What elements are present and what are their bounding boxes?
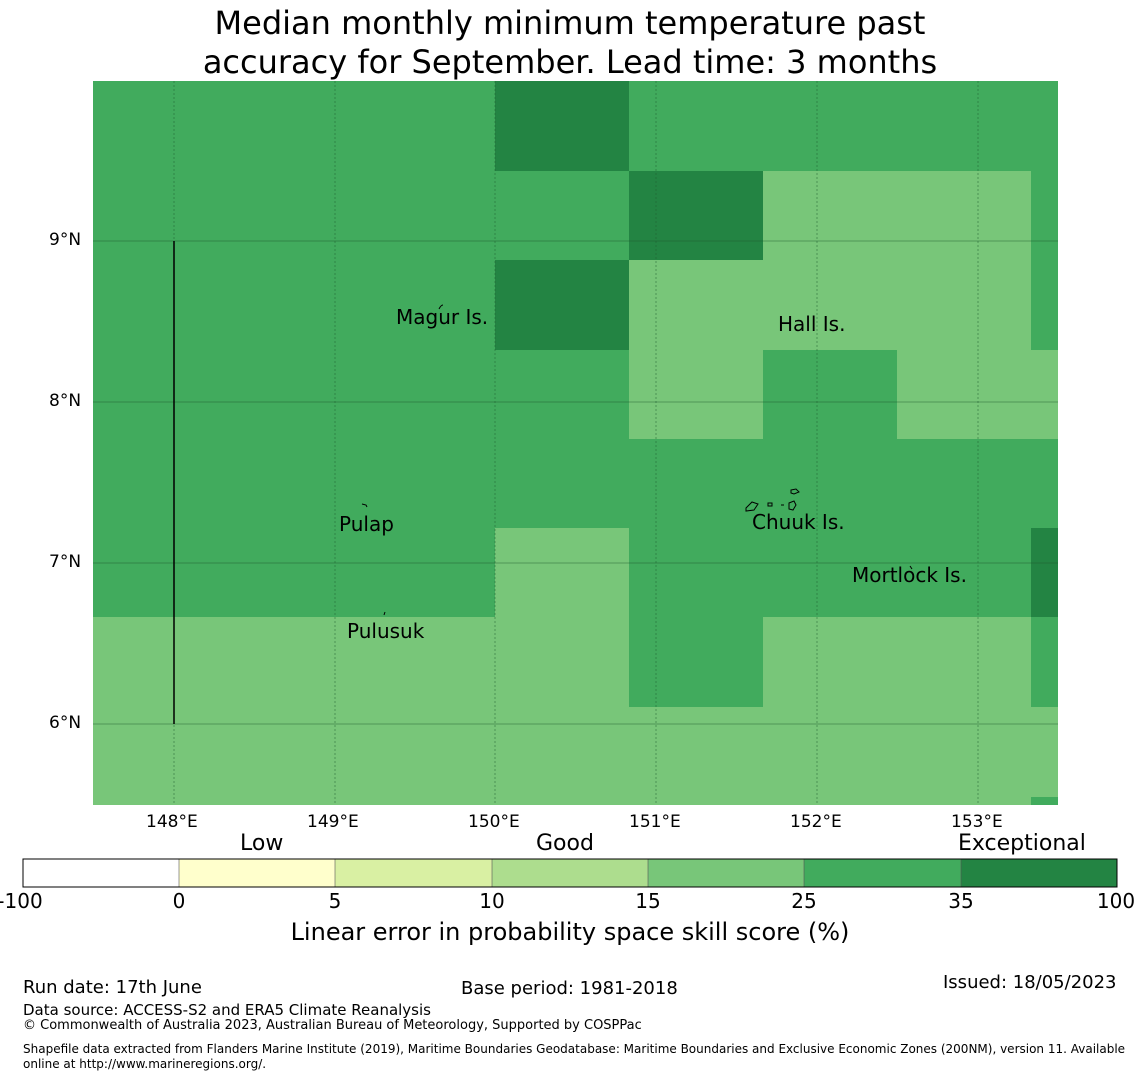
colorbar-label: Linear error in probability space skill … (290, 918, 850, 946)
lat-tick-label: 7°N (49, 552, 82, 572)
place-label-pulusuk: Pulusuk (347, 619, 425, 643)
lon-tick-label: 151°E (629, 812, 681, 832)
colorbar-tick-label: 15 (635, 889, 661, 913)
colorbar-tick-label: -100 (0, 889, 43, 913)
colorbar-category-good: Good (536, 831, 594, 856)
colorbar-frame (22, 858, 1118, 888)
colorbar-segment (804, 859, 961, 887)
skill-cell (495, 528, 629, 805)
place-label-pulap: Pulap (339, 512, 394, 536)
colorbar-segment (335, 859, 492, 887)
title-line-2: accuracy for September. Lead time: 3 mon… (202, 43, 938, 81)
lon-tick-label: 149°E (307, 812, 359, 832)
skill-cell (897, 350, 1058, 439)
lat-tick-label: 8°N (49, 391, 82, 411)
colorbar-segment (492, 859, 648, 887)
place-label-chuuk: Chuuk Is. (752, 510, 845, 534)
shapefile-credit-line-1: Shapefile data extracted from Flanders M… (23, 1042, 1126, 1056)
skill-cell (629, 260, 763, 439)
shapefile-credit-line-2: online at http://www.marineregions.org/. (23, 1057, 267, 1071)
colorbar-tick-label: 0 (172, 889, 186, 913)
place-label-mortlock: Mortlock Is. (852, 563, 967, 587)
pulusuk-island-outline (383, 611, 386, 616)
issued-date: Issued: 18/05/2023 (943, 972, 1117, 993)
colorbar-category-low: Low (240, 831, 284, 856)
colorbar-segment (648, 859, 804, 887)
lon-tick-label: 152°E (790, 812, 842, 832)
colorbar-category-exceptional: Exceptional (958, 831, 1086, 856)
skill-grid-cells (93, 81, 1058, 805)
colorbar-tick-label: 25 (791, 889, 817, 913)
chart-title: Median monthly minimum temperature past … (0, 4, 1140, 82)
skill-cell (93, 617, 495, 805)
run-date: Run date: 17th June (23, 977, 202, 998)
skill-cell (629, 707, 763, 805)
colorbar-tick-label: 10 (479, 889, 505, 913)
chuuk-lagoon-outline (745, 488, 800, 512)
skill-cell (629, 171, 763, 260)
colorbar (22, 858, 1118, 888)
colorbar-tick-label: 35 (948, 889, 974, 913)
map-gridlines (93, 81, 1058, 805)
pulap-island-outline (361, 503, 368, 508)
island-outlines (361, 304, 913, 616)
lat-tick-label: 6°N (49, 713, 82, 733)
skill-cell (763, 171, 1031, 350)
skill-cell (495, 260, 629, 350)
magur-island-outline (438, 304, 444, 310)
colorbar-tick-label: 100 (1096, 889, 1136, 913)
copyright: © Commonwealth of Australia 2023, Austra… (23, 1018, 642, 1033)
mortlock-island-outline (909, 565, 913, 570)
colorbar-segment (961, 859, 1117, 887)
skill-cell (1031, 707, 1058, 797)
place-label-hall: Hall Is. (778, 312, 846, 336)
colorbar-segment (23, 859, 179, 887)
skill-cell (1031, 528, 1058, 617)
skill-cell (763, 617, 1031, 805)
lat-tick-label: 9°N (49, 230, 82, 250)
lon-tick-label: 153°E (951, 812, 1003, 832)
title-line-1: Median monthly minimum temperature past (214, 4, 926, 42)
base-period: Base period: 1981-2018 (461, 978, 678, 999)
place-label-magur: Magur Is. (396, 305, 489, 329)
colorbar-tick-label: 5 (328, 889, 342, 913)
lon-tick-label: 148°E (146, 812, 198, 832)
colorbar-segment (179, 859, 335, 887)
lon-tick-label: 150°E (468, 812, 520, 832)
data-source: Data source: ACCESS-S2 and ERA5 Climate … (23, 1001, 431, 1019)
skill-cell (495, 81, 629, 171)
